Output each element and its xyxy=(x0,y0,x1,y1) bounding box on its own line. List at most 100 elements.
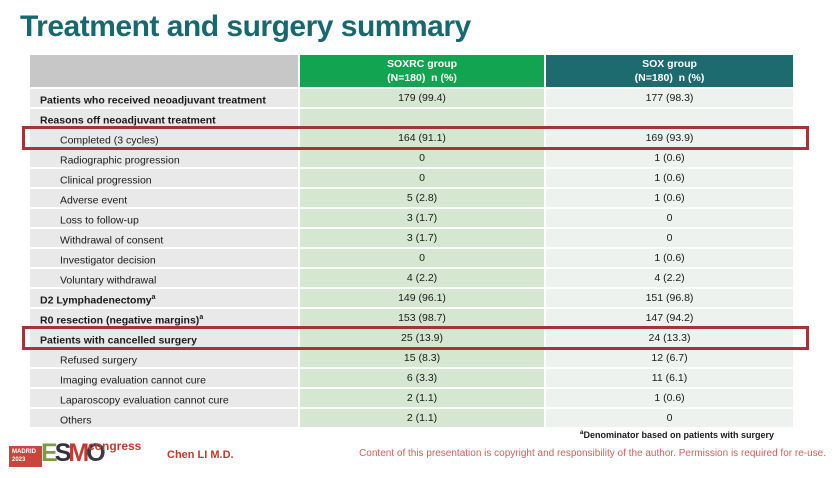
table-row: Voluntary withdrawal 4 (2.2) 4 (2.2) xyxy=(30,269,793,287)
table-row: R0 resection (negative margins)a 153 (98… xyxy=(30,309,793,327)
row-label-text: Loss to follow-up xyxy=(60,214,139,227)
soxrc-value-cell: 0 xyxy=(300,169,546,187)
table-row: Loss to follow-up 3 (1.7) 0 xyxy=(30,209,793,227)
table-body: Patients who received neoadjuvant treatm… xyxy=(22,89,809,427)
soxrc-value-cell: 5 (2.8) xyxy=(300,189,546,207)
copyright-notice: Content of this presentation is copyrigh… xyxy=(359,448,826,459)
row-label-text: Adverse event xyxy=(60,194,128,207)
table-row: Withdrawal of consent 3 (1.7) 0 xyxy=(30,229,793,247)
header-sox-line2: (N=180) n (%) xyxy=(634,72,705,84)
row-label: Voluntary withdrawal xyxy=(30,269,300,287)
header-soxrc-line2: (N=180) n (%) xyxy=(387,72,457,84)
row-label: Reasons off neoadjuvant treatment xyxy=(30,109,300,127)
row-label-text: Others xyxy=(60,414,92,427)
row-label-text: Patients with cancelled surgery xyxy=(40,334,197,347)
header-empty-cell xyxy=(30,55,300,87)
soxrc-value-cell: 25 (13.9) xyxy=(300,329,546,347)
table-row: Laparoscopy evaluation cannot cure 2 (1.… xyxy=(30,389,793,407)
row-label: Imaging evaluation cannot cure xyxy=(30,369,300,387)
row-label: R0 resection (negative margins)a xyxy=(30,309,300,327)
sox-value-cell: 1 (0.6) xyxy=(546,169,793,187)
soxrc-value-cell: 6 (3.3) xyxy=(300,369,546,387)
table-row: Reasons off neoadjuvant treatment xyxy=(30,109,793,127)
table-row: Patients with cancelled surgery 25 (13.9… xyxy=(22,326,809,350)
table-row: Adverse event 5 (2.8) 1 (0.6) xyxy=(30,189,793,207)
row-label: Refused surgery xyxy=(30,349,300,367)
sox-value-cell: 1 (0.6) xyxy=(546,249,793,267)
soxrc-value-cell: 3 (1.7) xyxy=(300,209,546,227)
table-row: D2 Lymphadenectomya 149 (96.1) 151 (96.8… xyxy=(30,289,793,307)
row-label-text: Investigator decision xyxy=(60,254,156,267)
sox-value-cell: 177 (98.3) xyxy=(546,89,793,107)
sox-value-cell: 151 (96.8) xyxy=(546,289,793,307)
soxrc-value-cell: 149 (96.1) xyxy=(300,289,546,307)
header-soxrc-group: SOXRC group (N=180) n (%) xyxy=(300,55,546,87)
table-row: Refused surgery 15 (8.3) 12 (6.7) xyxy=(30,349,793,367)
row-label: Completed (3 cycles) xyxy=(30,129,300,147)
footnote: aDenominator based on patients with surg… xyxy=(580,429,774,440)
footnote-text: Denominator based on patients with surge… xyxy=(583,430,774,440)
soxrc-value-cell: 0 xyxy=(300,249,546,267)
sox-value-cell: 24 (13.3) xyxy=(546,329,793,347)
logo-year-text: 2023 xyxy=(12,457,26,464)
logo-madrid-text: MADRID xyxy=(12,449,36,455)
row-label: Radiographic progression xyxy=(30,149,300,167)
sox-value-cell: 147 (94.2) xyxy=(546,309,793,327)
sox-value-cell: 1 (0.6) xyxy=(546,389,793,407)
row-label-text: Voluntary withdrawal xyxy=(60,274,157,287)
esmo-letter-s: S xyxy=(54,439,72,467)
row-label: Laparoscopy evaluation cannot cure xyxy=(30,389,300,407)
table-row: Others 2 (1.1) 0 xyxy=(30,409,793,427)
page-title: Treatment and surgery summary xyxy=(20,10,471,43)
sox-value-cell: 4 (2.2) xyxy=(546,269,793,287)
soxrc-value-cell: 2 (1.1) xyxy=(300,409,546,427)
row-label: Clinical progression xyxy=(30,169,300,187)
table-row: Radiographic progression 0 1 (0.6) xyxy=(30,149,793,167)
soxrc-value-cell xyxy=(300,109,546,127)
table-row: Completed (3 cycles) 164 (91.1) 169 (93.… xyxy=(22,126,809,150)
esmo-letter-m: M xyxy=(68,439,89,467)
sox-value-cell: 11 (6.1) xyxy=(546,369,793,387)
row-label-text: Laparoscopy evaluation cannot cure xyxy=(60,394,229,407)
soxrc-value-cell: 0 xyxy=(300,149,546,167)
sox-value-cell: 1 (0.6) xyxy=(546,189,793,207)
row-label-text: Patients who received neoadjuvant treatm… xyxy=(40,94,266,107)
sox-value-cell: 0 xyxy=(546,409,793,427)
soxrc-value-cell: 153 (98.7) xyxy=(300,309,546,327)
table-row: Imaging evaluation cannot cure 6 (3.3) 1… xyxy=(30,369,793,387)
row-label-text: Radiographic progression xyxy=(60,154,180,167)
row-label: Patients with cancelled surgery xyxy=(30,329,300,347)
author-name: Chen LI M.D. xyxy=(167,449,234,461)
soxrc-value-cell: 4 (2.2) xyxy=(300,269,546,287)
header-sox-group: SOX group (N=180) n (%) xyxy=(546,55,793,87)
row-label-text: Clinical progression xyxy=(60,174,152,187)
table-row: Clinical progression 0 1 (0.6) xyxy=(30,169,793,187)
row-label: Investigator decision xyxy=(30,249,300,267)
esmo-letter-o: O xyxy=(86,439,106,467)
row-label: Patients who received neoadjuvant treatm… xyxy=(30,89,300,107)
sox-value-cell: 169 (93.9) xyxy=(546,129,793,147)
row-label-superscript: a xyxy=(199,314,204,321)
row-label-superscript: a xyxy=(151,294,156,301)
summary-table: SOXRC group (N=180) n (%) SOX group (N=1… xyxy=(22,55,809,429)
table-header-row: SOXRC group (N=180) n (%) SOX group (N=1… xyxy=(30,55,793,87)
row-label: Loss to follow-up xyxy=(30,209,300,227)
soxrc-value-cell: 179 (99.4) xyxy=(300,89,546,107)
soxrc-value-cell: 3 (1.7) xyxy=(300,229,546,247)
sox-value-cell: 0 xyxy=(546,209,793,227)
madrid-2023-logo-box: MADRID 2023 xyxy=(9,446,42,467)
sox-value-cell xyxy=(546,109,793,127)
row-label-text: Imaging evaluation cannot cure xyxy=(60,374,206,387)
row-label-text: R0 resection (negative margins) xyxy=(40,314,200,327)
row-label: Withdrawal of consent xyxy=(30,229,300,247)
footnote-superscript: a xyxy=(579,429,584,436)
table-row: Patients who received neoadjuvant treatm… xyxy=(30,89,793,107)
row-label-text: Withdrawal of consent xyxy=(60,234,164,247)
table-row: Investigator decision 0 1 (0.6) xyxy=(30,249,793,267)
sox-value-cell: 1 (0.6) xyxy=(546,149,793,167)
row-label-text: Reasons off neoadjuvant treatment xyxy=(40,114,216,127)
row-label-text: Completed (3 cycles) xyxy=(60,134,159,147)
row-label-text: D2 Lymphadenectomy xyxy=(40,294,152,307)
esmo-logo: ESMO xyxy=(41,439,106,467)
